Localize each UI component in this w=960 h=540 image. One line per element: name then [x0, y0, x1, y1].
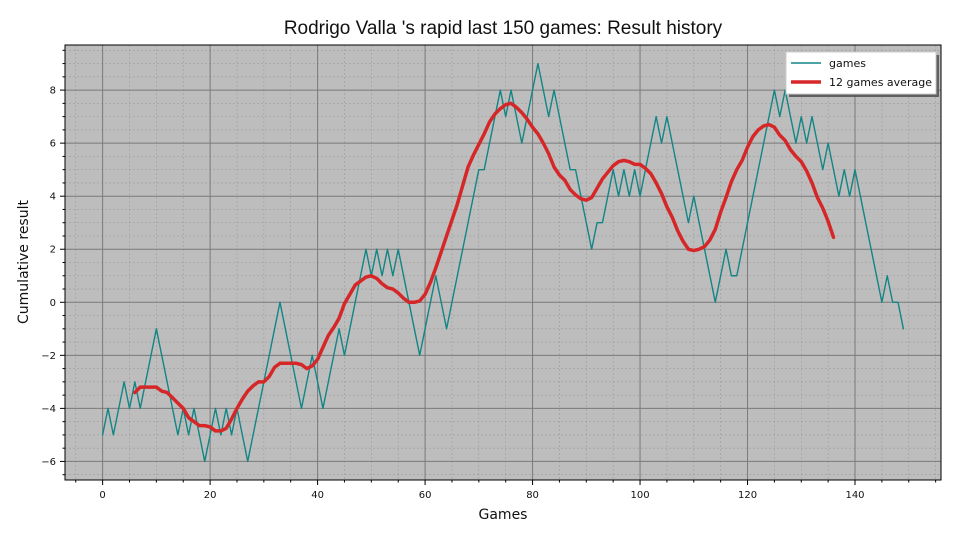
y-tick-label: −6 — [41, 457, 56, 468]
y-tick-label: −2 — [41, 351, 56, 362]
x-tick-label: 120 — [738, 490, 757, 501]
x-tick-label: 60 — [419, 490, 432, 501]
x-tick-label: 0 — [99, 490, 105, 501]
x-axis-label: Games — [479, 507, 528, 523]
y-tick-label: 8 — [50, 86, 56, 97]
chart-title: Rodrigo Valla 's rapid last 150 games: R… — [284, 18, 723, 39]
plot-area — [65, 45, 941, 480]
y-tick-label: 6 — [50, 139, 56, 150]
legend-box — [785, 51, 937, 95]
x-tick-label: 40 — [311, 490, 324, 501]
x-tick-label: 140 — [845, 490, 864, 501]
series-layer — [101, 62, 905, 463]
x-tick-label: 80 — [526, 490, 539, 501]
y-tick-label: 0 — [50, 298, 56, 309]
major-grid — [65, 45, 941, 480]
x-tick-label: 100 — [630, 490, 649, 501]
y-axis: −6 −4 −2 0 2 4 6 8 — [41, 49, 65, 476]
y-tick-label: −4 — [41, 404, 56, 415]
legend: games 12 games average — [785, 51, 939, 97]
y-tick-label: 2 — [50, 245, 56, 256]
y-tick-label: 4 — [50, 192, 56, 203]
series-line-average — [133, 101, 836, 433]
legend-label-average: 12 games average — [829, 76, 932, 89]
x-tick-label: 20 — [204, 490, 217, 501]
legend-label-games: games — [829, 57, 866, 70]
x-axis: 0 20 40 60 80 100 120 140 — [75, 480, 937, 501]
y-axis-label: Cumulative result — [16, 200, 32, 324]
